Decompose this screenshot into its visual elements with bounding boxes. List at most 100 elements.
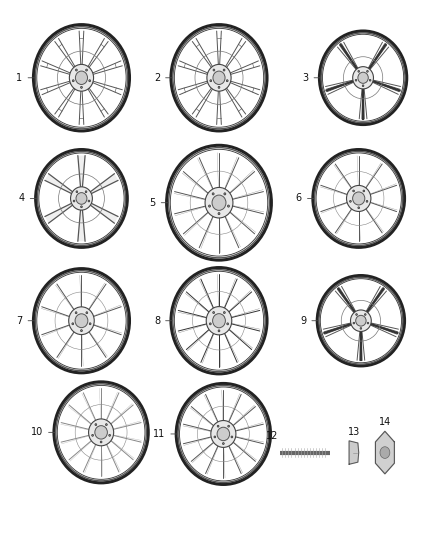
Ellipse shape — [75, 312, 77, 314]
Ellipse shape — [346, 185, 371, 212]
Ellipse shape — [69, 64, 94, 91]
Ellipse shape — [213, 312, 215, 313]
Ellipse shape — [369, 79, 371, 81]
Ellipse shape — [226, 80, 228, 82]
Ellipse shape — [86, 312, 88, 314]
Ellipse shape — [356, 316, 366, 326]
Ellipse shape — [86, 69, 88, 71]
Ellipse shape — [71, 187, 92, 210]
Ellipse shape — [353, 67, 374, 89]
Ellipse shape — [88, 419, 113, 446]
Text: 13: 13 — [348, 426, 360, 437]
Text: 6: 6 — [296, 193, 314, 204]
Polygon shape — [78, 207, 85, 241]
Ellipse shape — [92, 434, 93, 437]
Ellipse shape — [367, 70, 368, 72]
Ellipse shape — [72, 80, 74, 82]
Text: 2: 2 — [154, 73, 172, 83]
Polygon shape — [88, 174, 118, 195]
Ellipse shape — [81, 329, 82, 332]
Ellipse shape — [208, 205, 211, 207]
Ellipse shape — [223, 312, 225, 313]
Ellipse shape — [353, 190, 354, 192]
Ellipse shape — [224, 193, 226, 195]
Ellipse shape — [218, 86, 220, 88]
Ellipse shape — [81, 206, 82, 208]
Ellipse shape — [362, 85, 364, 87]
Text: 10: 10 — [31, 427, 55, 438]
Ellipse shape — [380, 447, 390, 458]
Text: 11: 11 — [153, 429, 177, 439]
Text: 4: 4 — [18, 193, 36, 204]
Ellipse shape — [89, 323, 91, 325]
Text: 1: 1 — [16, 73, 35, 83]
Ellipse shape — [106, 424, 107, 425]
Ellipse shape — [100, 441, 102, 443]
Text: 3: 3 — [302, 73, 320, 83]
Ellipse shape — [217, 425, 219, 427]
Ellipse shape — [75, 314, 88, 328]
Ellipse shape — [355, 79, 357, 81]
Ellipse shape — [209, 323, 211, 325]
Ellipse shape — [353, 322, 355, 324]
Ellipse shape — [358, 72, 368, 83]
Ellipse shape — [88, 200, 90, 202]
Ellipse shape — [364, 313, 366, 316]
Ellipse shape — [206, 306, 232, 335]
Ellipse shape — [212, 313, 226, 328]
Ellipse shape — [358, 70, 360, 72]
Ellipse shape — [69, 307, 94, 335]
Ellipse shape — [358, 207, 360, 209]
Ellipse shape — [89, 80, 91, 82]
Ellipse shape — [207, 64, 231, 91]
Text: 12: 12 — [265, 431, 278, 441]
Ellipse shape — [227, 323, 229, 325]
Ellipse shape — [231, 436, 233, 438]
Ellipse shape — [350, 310, 371, 332]
Ellipse shape — [353, 192, 365, 205]
Ellipse shape — [72, 323, 74, 325]
Ellipse shape — [228, 425, 230, 427]
Ellipse shape — [350, 200, 351, 202]
Text: 9: 9 — [300, 316, 318, 326]
Text: 14: 14 — [379, 417, 391, 427]
Text: 7: 7 — [16, 316, 35, 326]
Polygon shape — [78, 156, 85, 190]
Ellipse shape — [212, 195, 226, 211]
Polygon shape — [45, 202, 75, 223]
Ellipse shape — [217, 427, 230, 441]
Polygon shape — [88, 202, 118, 223]
Polygon shape — [375, 431, 394, 474]
Ellipse shape — [76, 192, 87, 204]
Ellipse shape — [211, 421, 236, 447]
Ellipse shape — [73, 200, 75, 202]
Ellipse shape — [366, 200, 368, 202]
Text: 5: 5 — [149, 198, 168, 208]
Text: 8: 8 — [154, 316, 172, 326]
Ellipse shape — [210, 80, 212, 82]
Ellipse shape — [223, 69, 225, 71]
Ellipse shape — [360, 328, 362, 329]
Ellipse shape — [109, 434, 110, 437]
Ellipse shape — [218, 330, 220, 332]
Ellipse shape — [75, 69, 77, 71]
Ellipse shape — [85, 191, 87, 192]
Ellipse shape — [214, 436, 216, 438]
Ellipse shape — [363, 190, 365, 192]
Ellipse shape — [218, 213, 220, 215]
Ellipse shape — [227, 205, 230, 207]
Ellipse shape — [213, 71, 225, 84]
Ellipse shape — [223, 442, 224, 445]
Ellipse shape — [95, 424, 97, 425]
Polygon shape — [45, 174, 75, 195]
Ellipse shape — [76, 191, 78, 192]
Ellipse shape — [367, 322, 369, 324]
Ellipse shape — [75, 71, 88, 84]
Ellipse shape — [213, 69, 215, 71]
Polygon shape — [349, 441, 359, 464]
Ellipse shape — [81, 86, 82, 88]
Ellipse shape — [212, 193, 214, 195]
Ellipse shape — [356, 313, 357, 316]
Ellipse shape — [205, 188, 233, 218]
Ellipse shape — [95, 426, 107, 439]
